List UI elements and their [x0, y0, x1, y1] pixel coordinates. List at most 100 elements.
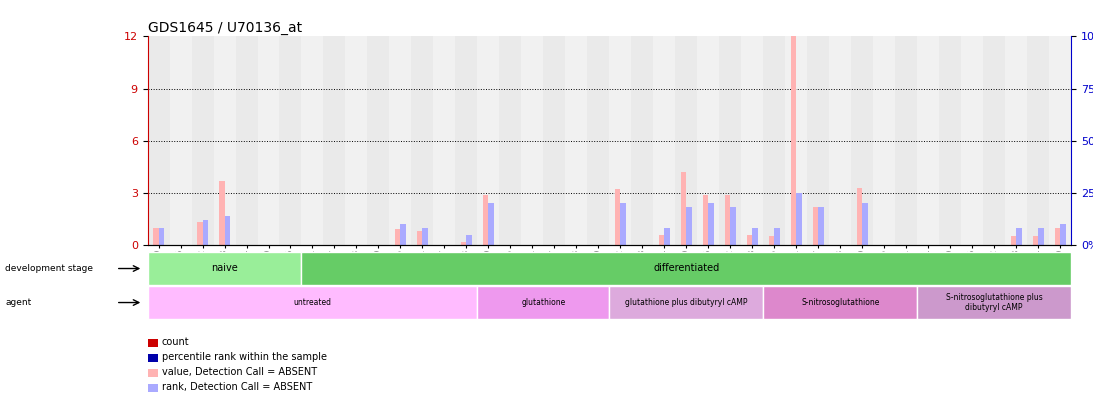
Bar	[830, 36, 851, 245]
Bar	[235, 36, 258, 245]
Bar	[148, 36, 169, 245]
Bar	[797, 193, 802, 245]
Text: agent: agent	[5, 298, 32, 307]
Bar	[483, 195, 489, 245]
Bar	[521, 36, 543, 245]
Bar	[219, 181, 224, 245]
Bar	[395, 229, 400, 245]
Bar	[1016, 228, 1022, 245]
Bar	[258, 36, 280, 245]
Text: rank, Detection Call = ABSENT: rank, Detection Call = ABSENT	[162, 382, 312, 392]
Bar	[213, 36, 235, 245]
Bar	[862, 203, 868, 245]
Bar	[774, 228, 779, 245]
Bar	[169, 36, 191, 245]
Text: development stage: development stage	[5, 264, 94, 273]
Bar	[543, 36, 565, 245]
Bar	[1033, 237, 1038, 245]
Bar	[708, 203, 714, 245]
Bar	[489, 203, 494, 245]
Bar	[1027, 36, 1049, 245]
Bar	[752, 228, 757, 245]
Bar	[659, 234, 665, 245]
Bar	[813, 207, 819, 245]
Bar	[747, 234, 752, 245]
Bar	[686, 207, 692, 245]
Bar	[675, 36, 697, 245]
Text: S-nitrosoglutathione: S-nitrosoglutathione	[801, 298, 880, 307]
Bar	[224, 216, 230, 245]
Bar	[725, 195, 730, 245]
Bar	[302, 252, 1071, 285]
Bar	[467, 234, 472, 245]
Bar	[434, 36, 456, 245]
Text: S-nitrosoglutathione plus
dibutyryl cAMP: S-nitrosoglutathione plus dibutyryl cAMP	[945, 293, 1043, 312]
Bar	[768, 237, 774, 245]
Text: GDS1645 / U70136_at: GDS1645 / U70136_at	[148, 21, 302, 35]
Bar	[1049, 36, 1071, 245]
Bar	[500, 36, 521, 245]
Text: differentiated: differentiated	[654, 263, 719, 273]
Bar	[367, 36, 389, 245]
Bar	[819, 207, 824, 245]
Bar	[681, 172, 686, 245]
Bar	[280, 36, 302, 245]
Bar	[191, 36, 213, 245]
Bar	[416, 231, 422, 245]
Bar	[632, 36, 654, 245]
Bar	[587, 36, 610, 245]
Bar	[158, 228, 164, 245]
Bar	[302, 36, 324, 245]
Bar	[808, 36, 830, 245]
Bar	[741, 36, 763, 245]
Text: glutathione plus dibutyryl cAMP: glutathione plus dibutyryl cAMP	[625, 298, 748, 307]
Bar	[565, 36, 587, 245]
Bar	[197, 222, 202, 245]
Bar	[609, 286, 763, 319]
Bar	[1038, 228, 1044, 245]
Bar	[1060, 224, 1066, 245]
Bar	[851, 36, 873, 245]
Bar	[389, 36, 411, 245]
Bar	[615, 190, 621, 245]
Text: value, Detection Call = ABSENT: value, Detection Call = ABSENT	[162, 367, 317, 377]
Bar	[873, 36, 895, 245]
Bar	[961, 36, 984, 245]
Text: percentile rank within the sample: percentile rank within the sample	[162, 352, 327, 362]
Bar	[895, 36, 917, 245]
Bar	[345, 36, 367, 245]
Bar	[939, 36, 961, 245]
Bar	[917, 36, 939, 245]
Bar	[478, 286, 609, 319]
Bar	[984, 36, 1006, 245]
Bar	[202, 220, 208, 245]
Text: naive: naive	[211, 263, 238, 273]
Bar	[763, 36, 785, 245]
Bar	[411, 36, 434, 245]
Bar	[1055, 228, 1060, 245]
Text: count: count	[162, 337, 189, 347]
Bar	[719, 36, 741, 245]
Bar	[1006, 36, 1027, 245]
Text: glutathione: glutathione	[521, 298, 565, 307]
Bar	[703, 195, 708, 245]
Bar	[148, 252, 302, 285]
Bar	[422, 228, 428, 245]
Bar	[478, 36, 500, 245]
Bar	[917, 286, 1071, 319]
Bar	[400, 224, 406, 245]
Bar	[324, 36, 345, 245]
Bar	[148, 286, 478, 319]
Bar	[1011, 237, 1016, 245]
Bar	[697, 36, 719, 245]
Bar	[461, 241, 467, 245]
Bar	[785, 36, 808, 245]
Bar	[621, 203, 626, 245]
Text: untreated: untreated	[294, 298, 331, 307]
Bar	[857, 188, 862, 245]
Bar	[665, 228, 670, 245]
Bar	[790, 36, 797, 245]
Bar	[153, 228, 158, 245]
Bar	[456, 36, 478, 245]
Bar	[763, 286, 917, 319]
